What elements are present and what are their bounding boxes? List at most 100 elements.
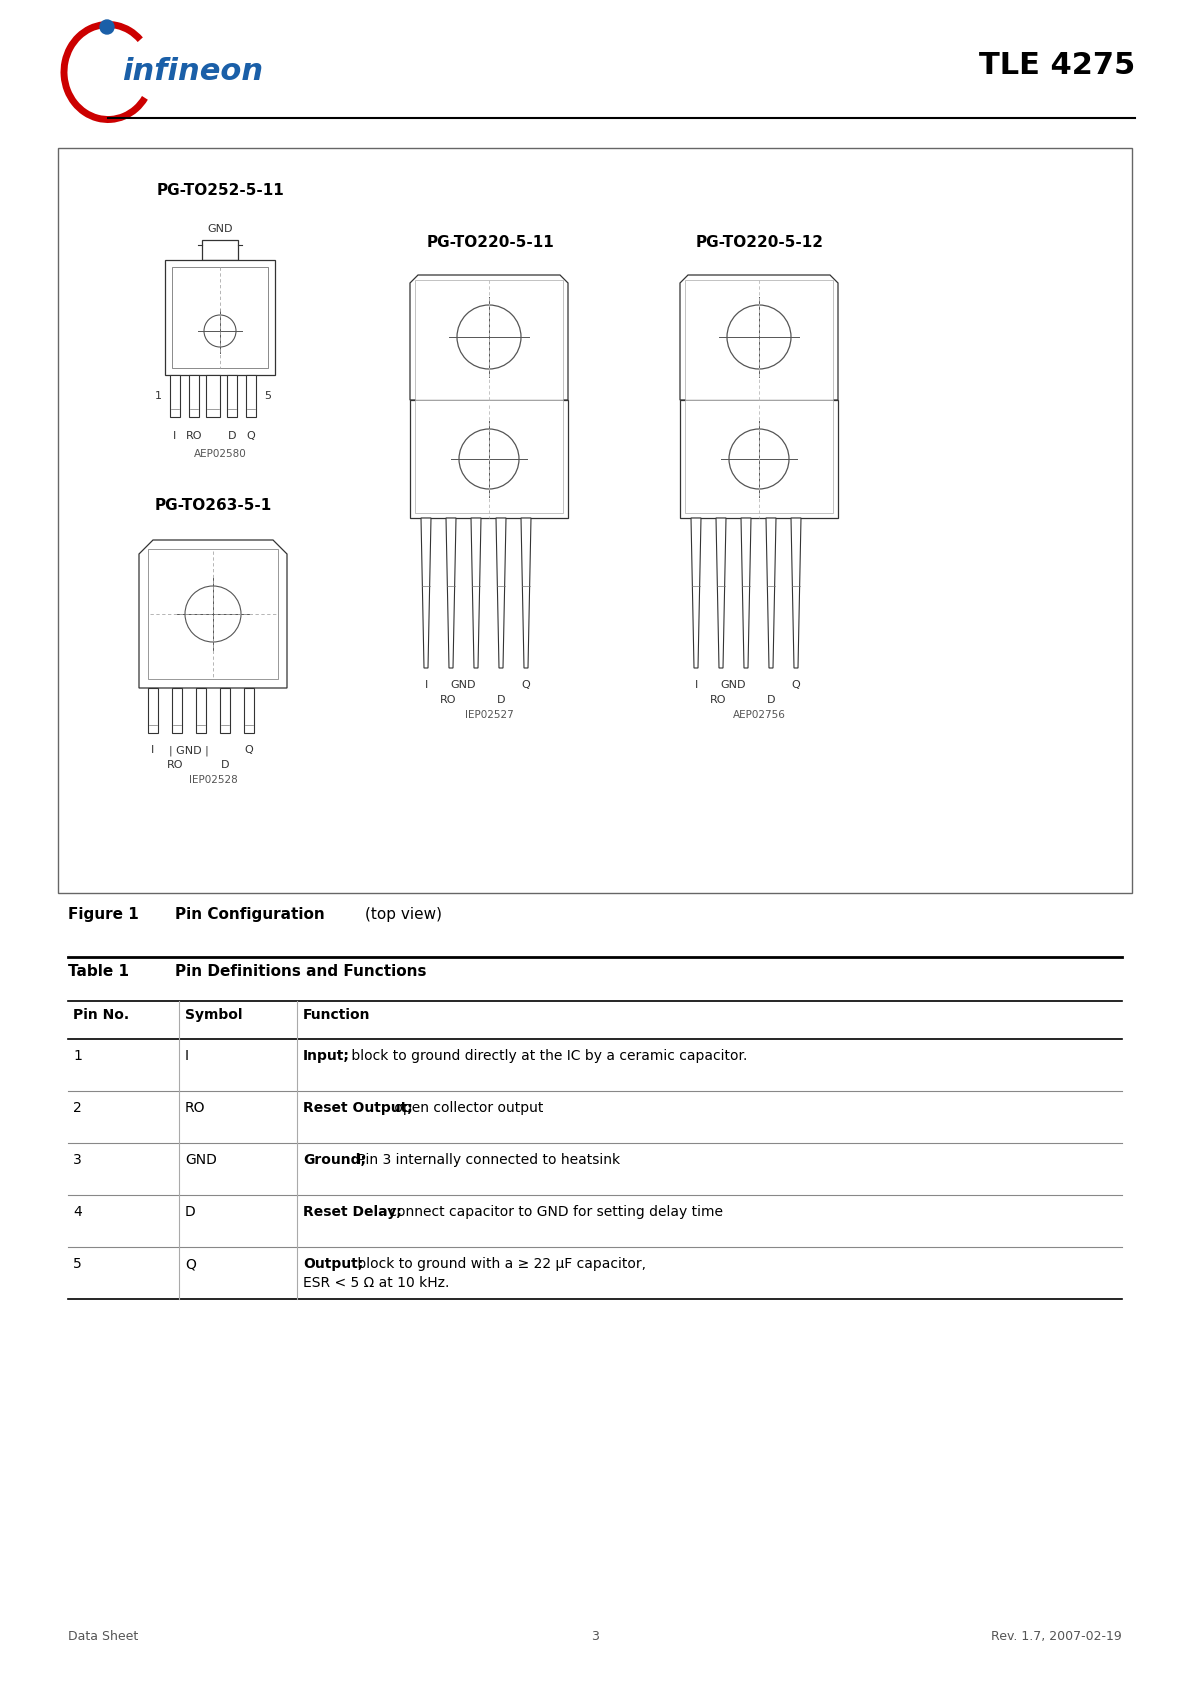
Text: D: D (766, 695, 775, 706)
Text: open collector output: open collector output (390, 1101, 544, 1115)
Polygon shape (139, 541, 287, 689)
Circle shape (729, 429, 789, 488)
Polygon shape (679, 274, 838, 401)
Circle shape (459, 429, 519, 488)
Text: Pin Configuration: Pin Configuration (175, 908, 325, 923)
Text: IEP02528: IEP02528 (189, 775, 237, 785)
Text: PG-TO263-5-1: PG-TO263-5-1 (155, 498, 271, 514)
Bar (206, 376, 220, 418)
Text: | GND |: | GND | (169, 744, 209, 756)
Polygon shape (496, 519, 506, 669)
Polygon shape (791, 519, 801, 669)
Text: I: I (174, 431, 176, 441)
Bar (173, 268, 268, 369)
Text: Reset Delay;: Reset Delay; (303, 1206, 402, 1219)
Text: connect capacitor to GND for setting delay time: connect capacitor to GND for setting del… (386, 1206, 724, 1219)
Circle shape (727, 305, 791, 369)
Text: GND: GND (450, 680, 476, 690)
Text: PG-TO252-5-11: PG-TO252-5-11 (156, 184, 284, 199)
Circle shape (184, 586, 242, 642)
Bar (202, 241, 238, 259)
Polygon shape (421, 519, 431, 669)
Bar (415, 280, 563, 401)
Bar (148, 549, 278, 679)
Bar (415, 401, 563, 514)
Text: I: I (695, 680, 697, 690)
Text: TLE 4275: TLE 4275 (978, 51, 1135, 79)
Bar (220, 689, 230, 733)
Bar (227, 376, 237, 418)
Polygon shape (411, 274, 568, 401)
Text: PG-TO220-5-11: PG-TO220-5-11 (426, 236, 553, 249)
Text: RO: RO (167, 759, 183, 770)
Text: D: D (496, 695, 506, 706)
Polygon shape (741, 519, 751, 669)
Text: 5: 5 (73, 1256, 82, 1271)
Text: I: I (425, 680, 427, 690)
Text: AEP02756: AEP02756 (733, 711, 785, 721)
Circle shape (457, 305, 521, 369)
Text: Pin Definitions and Functions: Pin Definitions and Functions (175, 963, 426, 978)
Text: RO: RO (186, 431, 202, 441)
Polygon shape (446, 519, 456, 669)
Polygon shape (471, 519, 481, 669)
Text: Pin 3 internally connected to heatsink: Pin 3 internally connected to heatsink (353, 1154, 620, 1167)
Text: Ground;: Ground; (303, 1154, 367, 1167)
Text: block to ground with a ≥ 22 μF capacitor,: block to ground with a ≥ 22 μF capacitor… (353, 1256, 646, 1271)
Text: 3: 3 (591, 1630, 599, 1644)
Text: 2: 2 (73, 1101, 82, 1115)
Polygon shape (766, 519, 776, 669)
Text: Data Sheet: Data Sheet (68, 1630, 138, 1644)
Polygon shape (716, 519, 726, 669)
Text: Q: Q (246, 431, 256, 441)
Text: (top view): (top view) (365, 908, 441, 923)
Bar (685, 280, 833, 401)
Text: RO: RO (440, 695, 456, 706)
Text: RO: RO (184, 1101, 206, 1115)
Text: Symbol: Symbol (184, 1009, 243, 1022)
Text: Pin No.: Pin No. (73, 1009, 130, 1022)
Text: Q: Q (521, 680, 531, 690)
Text: Function: Function (303, 1009, 370, 1022)
Polygon shape (521, 519, 531, 669)
Text: Figure 1: Figure 1 (68, 908, 139, 923)
Text: infineon: infineon (123, 57, 263, 86)
Text: Reset Output;: Reset Output; (303, 1101, 413, 1115)
Bar (58, 148, 1132, 893)
Bar (189, 376, 199, 418)
Text: GND: GND (184, 1154, 217, 1167)
Bar (679, 401, 838, 519)
Text: GND: GND (207, 224, 233, 234)
Text: I: I (151, 744, 155, 754)
Text: Table 1: Table 1 (68, 963, 129, 978)
Circle shape (100, 20, 114, 34)
Text: ESR < 5 Ω at 10 kHz.: ESR < 5 Ω at 10 kHz. (303, 1276, 450, 1290)
Bar (170, 376, 180, 418)
Circle shape (203, 315, 236, 347)
Text: GND: GND (720, 680, 746, 690)
Text: block to ground directly at the IC by a ceramic capacitor.: block to ground directly at the IC by a … (347, 1049, 747, 1063)
Bar (196, 689, 206, 733)
Text: 3: 3 (73, 1154, 82, 1167)
Text: 5: 5 (264, 391, 271, 401)
Text: Input;: Input; (303, 1049, 350, 1063)
Text: Q: Q (184, 1256, 196, 1271)
Text: D: D (227, 431, 237, 441)
Bar (173, 689, 182, 733)
Bar (148, 689, 158, 733)
Text: I: I (184, 1049, 189, 1063)
Text: RO: RO (709, 695, 726, 706)
Bar (165, 259, 275, 376)
Text: D: D (221, 759, 230, 770)
Text: IEP02527: IEP02527 (464, 711, 513, 721)
Text: PG-TO220-5-12: PG-TO220-5-12 (696, 236, 823, 249)
Text: Q: Q (791, 680, 801, 690)
Text: Output;: Output; (303, 1256, 363, 1271)
Text: 1: 1 (155, 391, 162, 401)
Polygon shape (691, 519, 701, 669)
Text: D: D (184, 1206, 195, 1219)
Bar (685, 401, 833, 514)
Text: Q: Q (245, 744, 253, 754)
Text: 4: 4 (73, 1206, 82, 1219)
Bar (246, 376, 256, 418)
